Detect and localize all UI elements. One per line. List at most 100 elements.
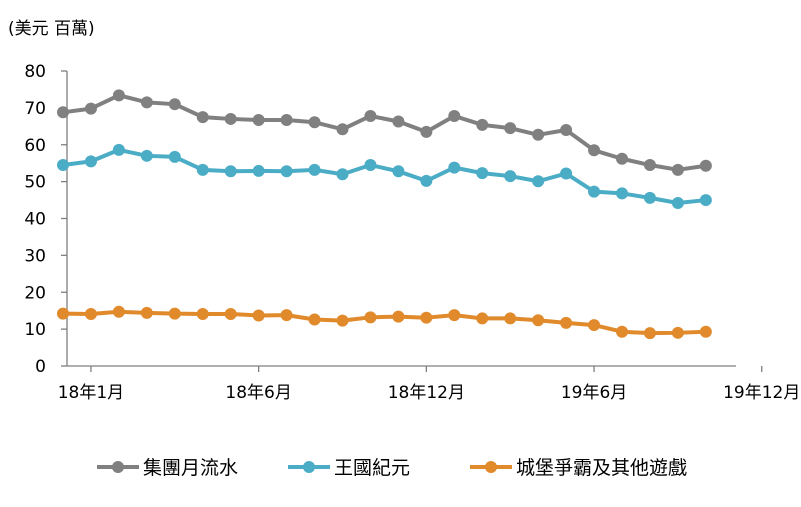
data-point: [224, 165, 237, 178]
data-point: [168, 150, 181, 163]
data-point: [84, 102, 97, 115]
y-tick-label: 60: [24, 136, 46, 156]
data-point: [224, 308, 237, 321]
data-point: [616, 325, 628, 338]
data-point: [588, 185, 601, 198]
y-tick-label: 10: [24, 320, 46, 340]
legend-label: 王國紀元: [334, 457, 410, 479]
data-point: [560, 124, 573, 136]
y-tick-label: 40: [24, 210, 46, 230]
legend: 集團月流水 王國紀元 城堡爭霸及其他遊戲: [97, 457, 687, 479]
data-point: [364, 311, 377, 324]
series-group: [57, 143, 712, 210]
x-tick-label: 19年12月: [723, 383, 800, 403]
series-group: [57, 305, 712, 340]
data-point: [476, 312, 489, 325]
data-point: [84, 155, 97, 168]
series-group: [57, 89, 712, 176]
data-point: [57, 106, 69, 119]
x-tick-label: 18年6月: [225, 383, 291, 403]
data-point: [588, 319, 601, 332]
data-point: [308, 313, 321, 326]
legend-item: 王國紀元: [288, 457, 410, 479]
data-point: [336, 123, 349, 136]
data-point: [392, 165, 405, 178]
data-point: [560, 316, 573, 329]
data-point: [280, 114, 293, 127]
data-point: [364, 109, 377, 122]
data-point: [699, 194, 712, 207]
y-tick-label: 30: [24, 246, 46, 266]
y-tick-label: 80: [24, 62, 46, 82]
data-point: [140, 149, 153, 162]
data-point: [308, 116, 321, 129]
x-tick-label: 18年12月: [388, 383, 465, 403]
data-point: [671, 163, 684, 176]
data-point: [280, 309, 293, 322]
data-point: [336, 168, 349, 181]
data-point: [252, 309, 265, 322]
data-point: [671, 326, 684, 339]
data-point: [140, 306, 153, 319]
data-point: [643, 191, 656, 204]
data-point: [280, 165, 293, 178]
data-point: [616, 152, 628, 165]
data-point: [140, 96, 153, 109]
unit-label: (美元 百萬): [8, 19, 95, 39]
data-point: [420, 125, 433, 138]
data-point: [252, 114, 265, 127]
data-point: [57, 307, 69, 320]
x-tick-label: 19年6月: [561, 383, 627, 403]
data-point: [643, 159, 656, 172]
data-point: [671, 197, 684, 210]
data-point: [504, 312, 517, 325]
data-point: [504, 170, 517, 183]
data-point: [336, 314, 349, 327]
data-point: [392, 115, 405, 128]
data-point: [560, 167, 573, 180]
data-point: [252, 164, 265, 177]
data-point: [224, 112, 237, 125]
data-point: [448, 309, 461, 322]
series-line: [62, 93, 707, 172]
data-point: [84, 308, 97, 321]
data-point: [112, 89, 125, 102]
data-point: [476, 167, 489, 180]
legend-swatch-marker: [485, 461, 497, 473]
data-point: [168, 98, 181, 111]
data-point: [588, 144, 601, 157]
data-point: [392, 310, 405, 323]
data-point: [196, 308, 209, 321]
y-tick-label: 70: [24, 99, 46, 119]
data-point: [364, 159, 377, 172]
data-point: [643, 327, 656, 340]
data-point: [448, 161, 461, 174]
y-tick-label: 50: [24, 173, 46, 193]
legend-item: 集團月流水: [97, 457, 238, 479]
data-point: [532, 128, 545, 141]
x-tick-label: 18年1月: [58, 383, 124, 403]
series-lines: [57, 89, 712, 340]
series-line: [62, 309, 706, 336]
data-point: [196, 163, 209, 176]
series-line: [62, 147, 707, 206]
legend-label: 城堡爭霸及其他遊戲: [516, 457, 687, 479]
data-point: [112, 305, 125, 318]
data-point: [699, 325, 712, 338]
data-point: [532, 175, 545, 188]
data-point: [532, 314, 545, 327]
legend-label: 集團月流水: [143, 457, 238, 479]
data-point: [308, 163, 321, 176]
data-point: [112, 143, 125, 156]
legend-item: 城堡爭霸及其他遊戲: [470, 457, 687, 479]
legend-swatch-marker: [303, 461, 315, 473]
data-point: [196, 111, 209, 124]
axes: 0 10 20 30 40 50 60 70 80 18年1月 18年6月 18年12月 19年6月 19…: [24, 62, 800, 403]
legend-swatch-marker: [112, 461, 124, 473]
data-point: [616, 187, 628, 200]
y-tick-label: 0: [35, 357, 46, 377]
y-tick-label: 20: [24, 283, 46, 303]
data-point: [420, 311, 433, 324]
